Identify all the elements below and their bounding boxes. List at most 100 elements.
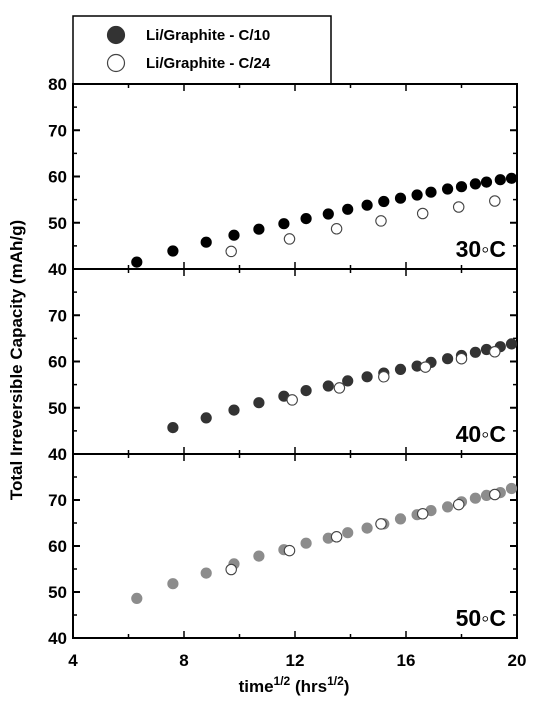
x-axis-title-sup: 1/2: [274, 674, 291, 688]
x-axis-title-main: time: [239, 677, 274, 696]
data-point-c10: [253, 550, 265, 562]
data-point-c24: [375, 518, 387, 530]
data-point-c24: [419, 361, 432, 373]
data-point-c24: [333, 382, 346, 394]
panel-temperature-label: 30◦C: [456, 236, 506, 262]
data-point-c10: [469, 492, 481, 504]
panel-temperature-label: 40◦C: [456, 421, 506, 447]
data-point-c10: [228, 404, 240, 416]
x-tick-label: 4: [68, 651, 78, 670]
data-point-c10: [228, 229, 240, 241]
data-point-c10: [480, 176, 493, 188]
y-tick-label: 40: [48, 445, 67, 464]
data-point-c10: [494, 174, 506, 186]
y-tick-label: 50: [48, 214, 67, 233]
data-point-c10: [131, 256, 143, 268]
data-point-c10: [167, 421, 179, 434]
x-tick-label: 16: [397, 651, 416, 670]
x-axis-title-unit-sup: 1/2: [327, 674, 344, 688]
legend-entry-label: Li/Graphite - C/10: [146, 27, 270, 44]
data-point-c24: [378, 371, 390, 383]
y-tick-label: 80: [48, 75, 67, 94]
data-point-c10: [342, 375, 354, 387]
data-point-c10: [300, 213, 312, 225]
data-point-c24: [283, 233, 296, 245]
x-axis-title-unit-open: (hrs: [290, 677, 327, 696]
y-tick-label: 70: [48, 121, 67, 140]
x-tick-label: 8: [179, 651, 188, 670]
data-point-c10: [505, 482, 518, 495]
panel-frame: [72, 453, 518, 639]
data-point-c10: [300, 537, 312, 549]
data-point-c10: [200, 236, 212, 248]
data-point-c10: [200, 412, 212, 424]
data-point-c10: [361, 522, 373, 534]
data-point-c10: [342, 203, 354, 215]
data-point-c24: [225, 245, 237, 258]
data-point-c24: [452, 498, 465, 511]
legend-marker-filled: [106, 25, 126, 45]
data-point-c24: [416, 508, 429, 520]
data-point-c10: [469, 178, 481, 190]
data-point-c10: [131, 592, 143, 605]
data-point-c10: [361, 371, 373, 383]
y-tick-label: 40: [48, 629, 67, 648]
data-point-c10: [322, 208, 334, 220]
data-point-c24: [455, 352, 468, 365]
legend-entry-label: Li/Graphite - C/24: [146, 55, 271, 72]
y-tick-label: 70: [48, 491, 67, 510]
y-tick-label: 60: [48, 537, 67, 556]
data-point-c24: [225, 563, 237, 576]
data-point-c10: [411, 189, 423, 201]
data-point-c24: [416, 207, 429, 220]
x-axis-title-unit-close: ): [344, 677, 350, 696]
data-point-c10: [505, 172, 518, 184]
y-tick-label: 70: [48, 306, 67, 325]
panel-2: 40 50 60 70 50◦C: [48, 453, 518, 648]
data-point-c10: [342, 527, 354, 539]
data-point-c10: [455, 181, 468, 193]
data-point-c24: [330, 223, 343, 235]
x-tick-label: 20: [508, 651, 527, 670]
data-point-c10: [469, 346, 481, 358]
data-point-c10: [394, 513, 407, 525]
data-point-c24: [489, 346, 501, 358]
data-point-c10: [441, 353, 454, 365]
data-point-c10: [425, 186, 437, 198]
data-point-c10: [253, 397, 265, 409]
data-point-c10: [253, 223, 265, 235]
data-point-c10: [322, 380, 334, 392]
panel-1: 40 50 60 70 40◦C: [48, 268, 518, 464]
panel-0: 40 50 60 70 80 30◦C: [48, 75, 518, 279]
y-axis-title: Total Irreversible Capacity (mAh/g): [7, 220, 26, 500]
plot-panels: 40 50 60 70 80 30◦C 40 50 60 70 40◦C 40 50 60 70 50◦C: [48, 75, 518, 648]
data-point-c24: [286, 394, 298, 406]
data-point-c24: [375, 215, 387, 227]
y-tick-label: 40: [48, 260, 67, 279]
y-tick-label: 60: [48, 353, 67, 372]
y-tick-label: 50: [48, 583, 67, 602]
data-point-c10: [394, 363, 407, 375]
x-axis-title: time1/2 (hrs1/2): [239, 674, 350, 696]
data-point-c24: [452, 201, 465, 213]
y-tick-label: 60: [48, 168, 67, 187]
data-point-c10: [361, 199, 373, 211]
panel-frame: [72, 83, 518, 270]
data-point-c10: [441, 501, 454, 513]
data-point-c10: [378, 195, 390, 208]
data-point-c24: [330, 531, 343, 543]
data-point-c10: [394, 192, 407, 204]
data-point-c10: [167, 578, 179, 590]
legend: Li/Graphite - C/10 Li/Graphite - C/24: [72, 15, 332, 85]
data-point-c10: [200, 567, 212, 579]
legend-marker-open: [106, 53, 126, 73]
data-point-c24: [489, 488, 501, 501]
data-point-c10: [505, 338, 518, 350]
data-point-c10: [300, 384, 312, 397]
data-point-c24: [489, 195, 501, 207]
x-tick-label: 12: [286, 651, 305, 670]
data-point-c24: [283, 544, 296, 557]
panel-temperature-label: 50◦C: [456, 605, 506, 631]
data-point-c10: [278, 218, 290, 230]
